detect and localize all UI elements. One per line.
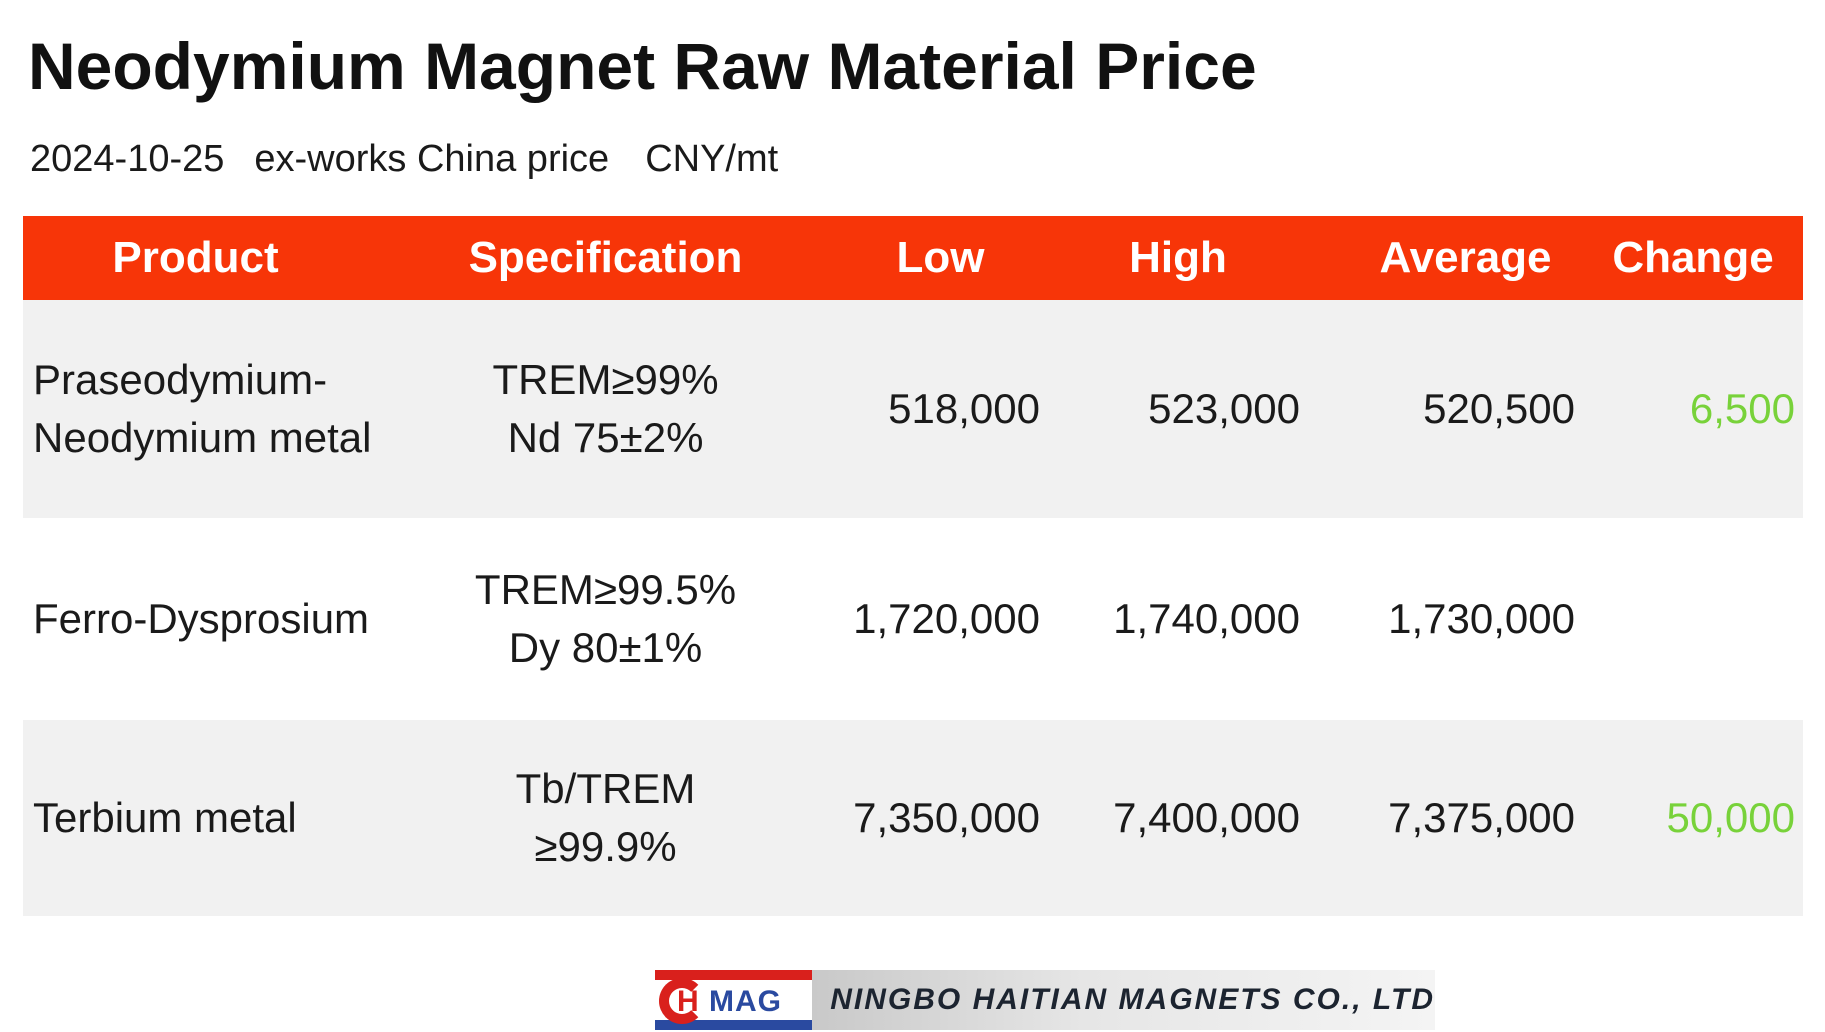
- price-date: 2024-10-25: [30, 138, 225, 180]
- price-unit: CNY/mt: [645, 138, 779, 180]
- spec-line1: Tb/TREM: [515, 765, 696, 812]
- specification-cell: Tb/TREM ≥99.9%: [428, 760, 783, 876]
- spec-line2: Dy 80±1%: [508, 624, 703, 671]
- product-name-line1: Terbium metal: [33, 794, 297, 841]
- specification-cell: TREM≥99% Nd 75±2%: [428, 351, 783, 467]
- spec-line1: TREM≥99.5%: [474, 566, 737, 613]
- spec-line2: ≥99.9%: [534, 823, 677, 870]
- average-price-cell: 1,730,000: [1388, 595, 1575, 642]
- specification-cell: TREM≥99.5% Dy 80±1%: [428, 561, 783, 677]
- company-logo-banner: H MAG NINGBO HAITIAN MAGNETS CO., LTD: [655, 970, 1435, 1030]
- logo-letters: H MAG: [677, 985, 782, 1019]
- average-price-cell: 520,500: [1423, 385, 1575, 432]
- logo-letters-mag: MAG: [709, 985, 783, 1018]
- product-cell: Praseodymium- Neodymium metal: [23, 351, 428, 467]
- change-cell: 50,000: [1666, 794, 1795, 841]
- product-cell: Terbium metal: [23, 789, 428, 847]
- logo-blue-band: [655, 1020, 813, 1030]
- price-table: Product Specification Low High Average C…: [23, 216, 1803, 916]
- table-row: Ferro-Dysprosium TREM≥99.5% Dy 80±1% 1,7…: [23, 518, 1803, 720]
- product-name-line1: Ferro-Dysprosium: [33, 595, 370, 642]
- logo-letter-h: H: [677, 985, 700, 1018]
- subtitle: 2024-10-25 ex-works China price CNY/mt: [30, 138, 778, 181]
- spec-line2: Nd 75±2%: [507, 414, 704, 461]
- column-header-high: High: [1129, 233, 1227, 282]
- hmag-logo-icon: H MAG: [655, 970, 813, 1030]
- logo-red-band: [655, 970, 813, 980]
- column-header-specification: Specification: [468, 233, 743, 282]
- change-cell: 6,500: [1689, 385, 1795, 432]
- table-row: Terbium metal Tb/TREM ≥99.9% 7,350,000 7…: [23, 720, 1803, 916]
- company-name: NINGBO HAITIAN MAGNETS CO., LTD: [830, 983, 1435, 1016]
- column-header-low: Low: [896, 233, 985, 282]
- price-basis: ex-works China price: [254, 138, 610, 180]
- table-header: Product Specification Low High Average C…: [23, 216, 1803, 300]
- product-name-line2: Neodymium metal: [33, 414, 372, 461]
- spec-line1: TREM≥99%: [492, 356, 719, 403]
- table-row: Praseodymium- Neodymium metal TREM≥99% N…: [23, 300, 1803, 518]
- logo-c-shape: [659, 978, 705, 1024]
- page-title: Neodymium Magnet Raw Material Price: [28, 29, 1257, 103]
- average-price-cell: 7,375,000: [1388, 794, 1575, 841]
- column-header-product: Product: [112, 233, 279, 282]
- high-price-cell: 1,740,000: [1113, 595, 1300, 642]
- high-price-cell: 523,000: [1148, 385, 1300, 432]
- column-header-change: Change: [1612, 233, 1774, 282]
- product-name-line1: Praseodymium-: [33, 356, 328, 403]
- high-price-cell: 7,400,000: [1113, 794, 1300, 841]
- product-cell: Ferro-Dysprosium: [23, 590, 428, 648]
- low-price-cell: 7,350,000: [853, 794, 1040, 841]
- column-header-average: Average: [1379, 233, 1552, 282]
- low-price-cell: 1,720,000: [853, 595, 1040, 642]
- low-price-cell: 518,000: [888, 385, 1040, 432]
